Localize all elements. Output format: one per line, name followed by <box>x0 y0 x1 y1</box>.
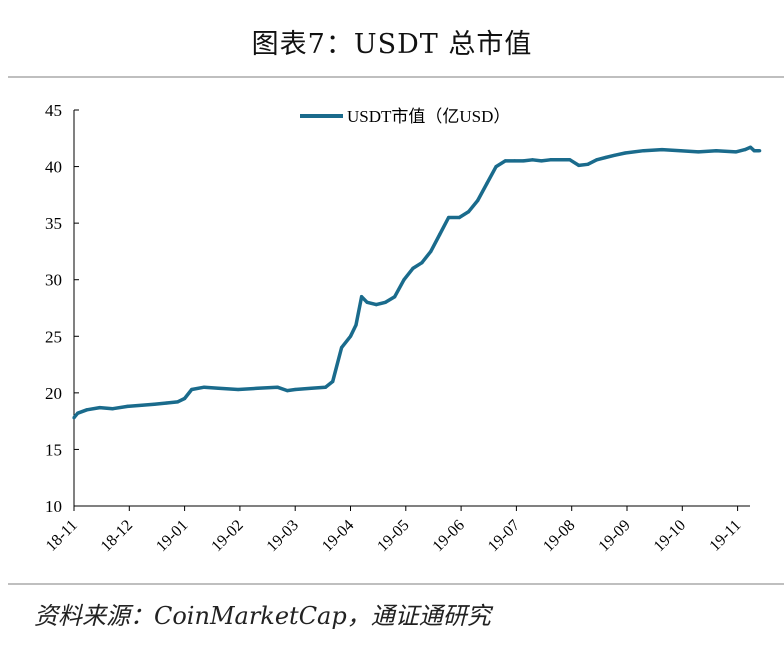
x-tick-label: 19-11 <box>706 517 744 555</box>
data-point <box>340 346 344 350</box>
data-point <box>140 403 144 407</box>
data-point <box>595 158 599 162</box>
data-point <box>331 379 335 384</box>
data-point <box>323 385 328 389</box>
x-tick-label: 19-02 <box>208 517 246 555</box>
data-point <box>612 153 617 157</box>
data-point <box>420 261 424 265</box>
data-point <box>748 145 753 149</box>
data-point <box>660 148 664 152</box>
source-note: 资料来源：CoinMarketCap，通证通研究 <box>34 602 491 630</box>
data-point <box>513 159 517 163</box>
data-point <box>539 159 544 163</box>
data-point <box>476 198 480 203</box>
x-tick-label: 19-05 <box>374 517 412 555</box>
y-tick-label: 35 <box>45 214 62 233</box>
x-tick-label: 19-07 <box>485 517 523 555</box>
data-point <box>678 149 683 153</box>
data-point <box>494 165 498 169</box>
data-point <box>256 386 260 390</box>
data-point <box>125 404 130 408</box>
legend-label: USDT市值（亿USD） <box>347 107 510 126</box>
data-point <box>438 232 442 237</box>
data-point <box>714 149 718 153</box>
data-point <box>577 163 581 167</box>
data-point <box>743 148 747 152</box>
data-point <box>734 150 738 154</box>
chart-title: 图表7：USDT 总市值 <box>251 29 533 60</box>
data-point <box>98 406 102 410</box>
x-tick-label: 19-08 <box>540 517 578 555</box>
data-point <box>393 295 397 299</box>
data-point <box>521 159 526 163</box>
data-point <box>190 387 194 392</box>
y-tick-label: 10 <box>45 497 62 516</box>
data-point <box>548 158 552 162</box>
data-point <box>604 155 608 160</box>
data-point <box>429 249 433 253</box>
data-point <box>758 149 762 153</box>
data-point <box>309 386 313 390</box>
y-tick-label: 45 <box>45 101 62 120</box>
data-point <box>76 411 80 415</box>
data-point <box>293 387 297 392</box>
top-divider <box>8 76 784 78</box>
chart-legend: USDT市值（亿USD） <box>300 107 510 126</box>
x-tick-label: 19-09 <box>595 517 633 555</box>
data-point <box>236 387 240 392</box>
y-tick-label: 15 <box>45 440 62 459</box>
data-point <box>642 149 646 153</box>
data-point <box>503 159 507 163</box>
data-point <box>348 334 353 338</box>
data-point <box>183 396 187 401</box>
data-point <box>586 162 590 166</box>
data-point <box>530 158 535 162</box>
data-point <box>354 323 358 327</box>
data-point <box>360 295 364 299</box>
data-point <box>285 389 289 393</box>
data-point <box>152 402 156 406</box>
data-point <box>402 278 406 282</box>
x-tick-label: 19-06 <box>430 517 468 555</box>
data-point <box>696 150 701 154</box>
data-point <box>623 151 627 155</box>
data-point <box>175 400 180 404</box>
data-point <box>568 158 572 162</box>
data-point <box>111 407 115 411</box>
data-point <box>365 300 369 304</box>
data-point <box>85 408 89 412</box>
data-point <box>466 210 471 214</box>
y-tick-label: 40 <box>45 158 62 177</box>
plot-area <box>72 145 762 420</box>
data-point <box>202 385 206 389</box>
bottom-divider <box>8 583 784 585</box>
data-point <box>411 266 415 270</box>
x-tick-label: 18-12 <box>98 517 136 555</box>
x-tick-label: 18-11 <box>43 517 81 555</box>
y-tick-label: 30 <box>45 271 62 290</box>
line-chart: 10 15 20 25 30 35 40 45 18-11 18-12 19-01 19-02 19-0… <box>43 101 762 555</box>
x-tick-label: 19-04 <box>319 517 357 555</box>
data-point <box>216 386 221 390</box>
x-tick-label: 19-03 <box>264 517 302 555</box>
data-point <box>457 215 461 220</box>
data-point <box>485 181 489 186</box>
chart-axes: 10 15 20 25 30 35 40 45 18-11 18-12 19-01 19-02 19-0… <box>43 101 750 555</box>
y-tick-label: 25 <box>45 327 62 346</box>
data-point <box>752 149 756 153</box>
x-tick-label: 19-01 <box>153 517 191 555</box>
data-point <box>383 300 388 304</box>
data-point <box>165 401 169 405</box>
data-point <box>275 385 279 389</box>
data-point <box>72 416 76 420</box>
y-tick-label: 20 <box>45 384 62 403</box>
data-point <box>374 303 378 307</box>
x-tick-label: 19-10 <box>651 517 689 555</box>
series-line <box>72 145 760 419</box>
data-point <box>447 215 451 220</box>
